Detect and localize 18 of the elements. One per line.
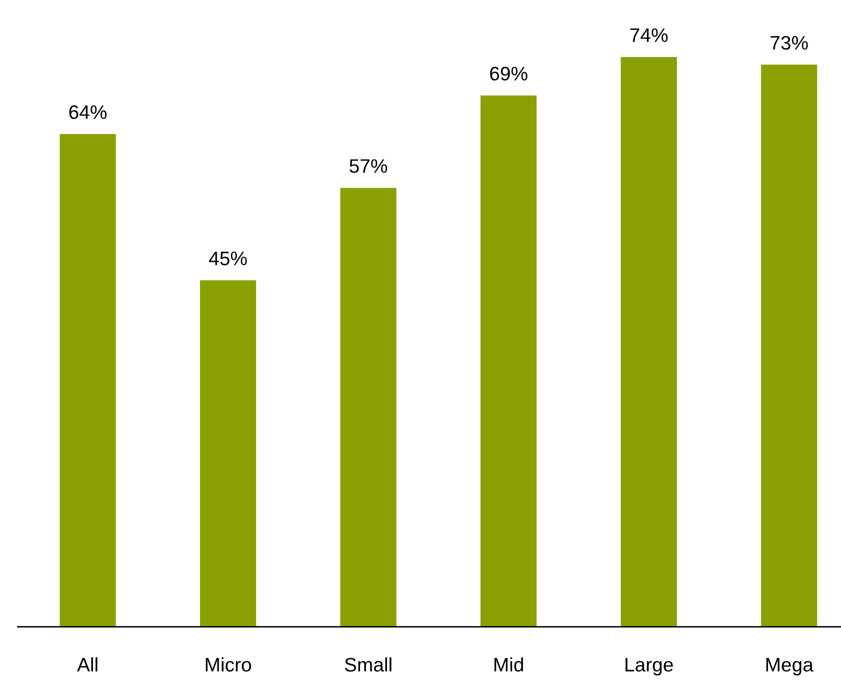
- data-label: 69%: [490, 66, 528, 81]
- bar: [480, 95, 537, 627]
- x-tick-label: Mid: [494, 657, 523, 672]
- data-label: 73%: [770, 36, 808, 50]
- bar: [60, 134, 116, 627]
- x-tick-label: Large: [626, 658, 673, 676]
- bar: [340, 188, 396, 627]
- data-label: 74%: [630, 28, 668, 42]
- x-tick-label: Mega: [766, 658, 814, 676]
- bar: [761, 64, 818, 627]
- bar: [200, 280, 256, 627]
- x-tick-label: Small: [344, 657, 392, 672]
- x-tick-label: All: [77, 657, 98, 672]
- bar: [620, 56, 677, 627]
- data-label: 64%: [69, 105, 107, 120]
- data-label: 57%: [350, 159, 388, 173]
- data-label: 45%: [209, 252, 247, 266]
- x-tick-label: Micro: [206, 657, 252, 672]
